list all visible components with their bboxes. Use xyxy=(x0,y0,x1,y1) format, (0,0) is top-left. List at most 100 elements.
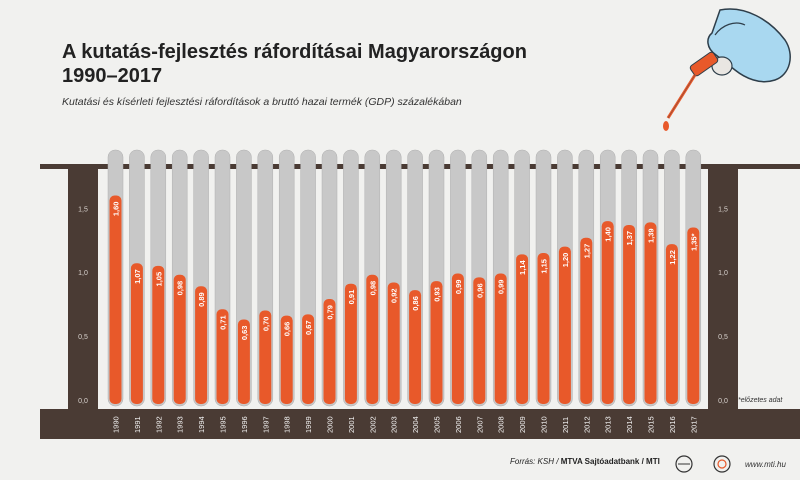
value-label: 0,96 xyxy=(475,283,484,298)
bar-2007 xyxy=(473,277,486,404)
year-label: 2002 xyxy=(368,416,377,433)
value-label: 0,91 xyxy=(347,290,356,305)
mtva-logo-icon xyxy=(675,455,693,473)
year-label: 1998 xyxy=(283,416,292,433)
value-label: 0,89 xyxy=(197,292,206,307)
bar-2011 xyxy=(558,246,571,404)
y-tick-left: 0,0 xyxy=(78,398,88,405)
year-label: 2017 xyxy=(689,416,698,433)
y-tick-right: 0,5 xyxy=(718,334,728,341)
value-label: 0,66 xyxy=(283,322,292,337)
bar-2000 xyxy=(323,299,336,404)
value-label: 1,20 xyxy=(561,253,570,268)
value-label: 0,71 xyxy=(219,315,228,330)
value-label: 0,63 xyxy=(240,326,249,341)
value-label: 1,14 xyxy=(518,260,527,275)
bar-1992 xyxy=(152,265,165,404)
chart-subtitle: Kutatási és kísérleti fejlesztési ráford… xyxy=(62,96,462,108)
bar-2003 xyxy=(387,282,400,404)
year-label: 2009 xyxy=(518,416,527,433)
rack-base xyxy=(40,409,800,439)
dropper-hand-icon xyxy=(663,8,791,131)
year-label: 2011 xyxy=(561,417,570,433)
website-link[interactable]: www.mti.hu xyxy=(745,460,786,469)
y-tick-right: 0,0 xyxy=(718,398,728,405)
bar-2004 xyxy=(409,290,422,404)
bar-2001 xyxy=(344,283,357,404)
bar-1995 xyxy=(216,309,229,404)
year-label: 2010 xyxy=(540,416,549,433)
preliminary-note: *előzetes adat xyxy=(738,397,783,404)
year-label: 2005 xyxy=(433,416,442,433)
value-label: 1,39 xyxy=(647,228,656,243)
bar-2009 xyxy=(516,254,529,404)
source-text: Forrás: KSH / MTVA Sajtóadatbank / MTI xyxy=(510,457,660,466)
bar-1996 xyxy=(237,319,250,404)
bar-1991 xyxy=(130,263,143,404)
bar-2015 xyxy=(644,222,657,404)
year-label: 2014 xyxy=(625,416,634,433)
value-label: 1,40 xyxy=(604,227,613,242)
year-label: 1997 xyxy=(261,416,270,433)
value-label: 0,99 xyxy=(497,280,506,295)
value-label: 1,37 xyxy=(625,231,634,246)
y-tick-left: 1,0 xyxy=(78,270,88,277)
year-label: 1990 xyxy=(112,416,121,433)
bar-2008 xyxy=(494,273,507,404)
year-label: 2015 xyxy=(647,416,656,433)
title-line-2: 1990–2017 xyxy=(62,65,163,87)
bar-1994 xyxy=(195,286,208,404)
year-label: 2000 xyxy=(326,416,335,433)
value-label: 1,60 xyxy=(112,202,121,217)
value-label: 1,22 xyxy=(668,250,677,265)
year-label: 2016 xyxy=(668,416,677,433)
year-label: 2007 xyxy=(475,416,484,433)
bar-1997 xyxy=(259,310,272,404)
year-label: 1993 xyxy=(176,416,185,433)
year-label: 1996 xyxy=(240,416,249,433)
value-label: 0,92 xyxy=(390,288,399,303)
bar-2016 xyxy=(665,244,678,404)
bar-2005 xyxy=(430,281,443,404)
year-label: 1992 xyxy=(154,416,163,433)
bar-1998 xyxy=(280,315,293,404)
value-label: 0,67 xyxy=(304,320,313,335)
mti-logo-icon xyxy=(713,455,731,473)
year-label: 2003 xyxy=(390,416,399,433)
year-label: 2008 xyxy=(497,416,506,433)
value-label: 0,99 xyxy=(454,280,463,295)
bar-1993 xyxy=(173,274,186,404)
year-label: 2004 xyxy=(411,416,420,433)
title-line-1: A kutatás-fejlesztés ráfordításai Magyar… xyxy=(62,41,527,63)
y-tick-right: 1,5 xyxy=(718,206,728,213)
year-label: 2001 xyxy=(347,416,356,433)
rack-right-post xyxy=(708,169,738,409)
value-label: 1,05 xyxy=(154,272,163,287)
value-label: 1,15 xyxy=(540,259,549,274)
bar-1990 xyxy=(109,195,122,404)
year-label: 2006 xyxy=(454,416,463,433)
bar-2017 xyxy=(687,227,700,404)
bar-2006 xyxy=(451,273,464,404)
bar-2013 xyxy=(601,221,614,404)
value-label: 0,70 xyxy=(261,317,270,332)
year-label: 1995 xyxy=(219,416,228,433)
year-label: 2012 xyxy=(582,416,591,433)
bar-2002 xyxy=(366,274,379,404)
value-label: 0,93 xyxy=(433,287,442,302)
value-label: 1,35* xyxy=(689,233,698,251)
source-prefix: Forrás: KSH / xyxy=(510,457,561,466)
value-label: 1,07 xyxy=(133,269,142,284)
chart-title: A kutatás-fejlesztés ráfordításai Magyar… xyxy=(62,40,527,88)
value-label: 0,98 xyxy=(176,281,185,296)
value-label: 1,27 xyxy=(582,244,591,259)
value-label: 0,86 xyxy=(411,296,420,311)
value-label: 0,79 xyxy=(326,305,335,320)
bar-1999 xyxy=(302,314,315,404)
source-agency: MTVA Sajtóadatbank / MTI xyxy=(560,457,660,466)
rack-left-post xyxy=(68,169,98,409)
year-label: 1991 xyxy=(133,416,142,433)
y-tick-left: 1,5 xyxy=(78,206,88,213)
